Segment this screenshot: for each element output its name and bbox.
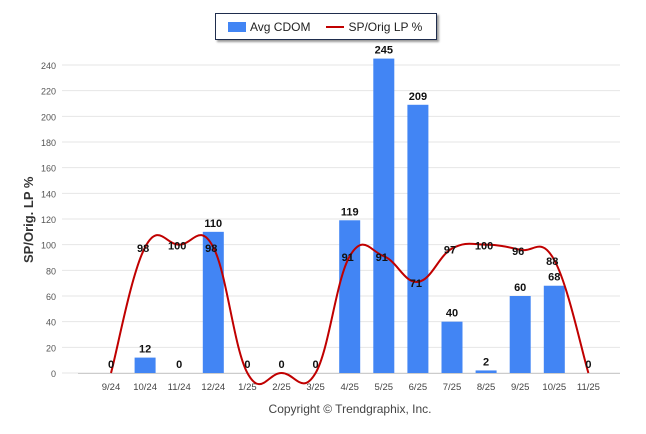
x-tick-label: 11/25: [577, 382, 600, 393]
y-tick-label: 120: [41, 215, 56, 225]
x-tick-label: 4/25: [340, 382, 359, 393]
y-tick-label: 20: [46, 343, 56, 353]
line-data-label: 98: [205, 243, 217, 255]
x-tick-label: 12/24: [201, 382, 225, 393]
x-tick-label: 3/25: [306, 382, 325, 393]
y-tick-label: 100: [41, 241, 56, 251]
y-tick-label: 40: [46, 318, 56, 328]
y-tick-label: 220: [41, 87, 56, 97]
x-tick-label: 5/25: [375, 382, 394, 393]
line-data-label: 91: [376, 252, 388, 264]
y-tick-label: 160: [41, 164, 56, 174]
line-data-label: 91: [342, 252, 354, 264]
bar: [373, 58, 395, 373]
bar-data-label: 245: [375, 45, 393, 57]
bar-data-label: 0: [313, 359, 319, 371]
bar: [134, 357, 156, 373]
x-tick-label: 10/24: [133, 382, 157, 393]
line-data-label: 100: [168, 241, 186, 253]
copyright-footer: Copyright © Trendgraphix, Inc.: [268, 402, 432, 416]
x-tick-label: 10/25: [542, 382, 566, 393]
bar-data-label: 0: [278, 359, 284, 371]
x-tick-label: 6/25: [409, 382, 428, 393]
y-tick-label: 80: [46, 266, 56, 276]
bar-data-label: 0: [244, 359, 250, 371]
line-data-label: 71: [410, 278, 422, 290]
line-data-label: 98: [137, 243, 149, 255]
line-data-label: 100: [475, 241, 493, 253]
y-tick-label: 240: [41, 61, 56, 71]
bar-data-label: 0: [176, 359, 182, 371]
bar-data-label: 40: [446, 308, 458, 320]
bar: [475, 370, 497, 373]
x-tick-label: 8/25: [477, 382, 496, 393]
line-series: [110, 234, 590, 386]
bar-data-label: 119: [341, 206, 359, 218]
line-data-label: 88: [546, 256, 558, 268]
bar-data-label: 209: [409, 91, 427, 103]
y-tick-label: 200: [41, 112, 56, 122]
line-data-label: 96: [512, 246, 524, 258]
x-tick-label: 9/24: [102, 382, 121, 393]
y-tick-label: 180: [41, 138, 56, 148]
bar-data-label: 2: [483, 356, 489, 368]
x-tick-label: 7/25: [443, 382, 462, 393]
y-tick-label: 60: [46, 292, 56, 302]
bar-data-label: 12: [139, 344, 151, 356]
x-tick-label: 9/25: [511, 382, 530, 393]
y-tick-label: 0: [51, 369, 56, 379]
x-tick-label: 2/25: [272, 382, 291, 393]
bar: [202, 231, 224, 373]
legend: Avg CDOM SP/Orig LP %: [215, 13, 437, 40]
line-data-label: 97: [444, 245, 456, 257]
legend-bar-swatch: [228, 21, 246, 32]
x-tick-label: 11/24: [168, 382, 191, 393]
bar: [407, 104, 429, 374]
y-axis-label: SP/Orig. LP %: [21, 176, 36, 264]
bar-data-label: 68: [548, 272, 560, 284]
bar-data-label: 0: [585, 359, 591, 371]
bar-data-label: 60: [514, 282, 526, 294]
x-tick-label: 1/25: [238, 382, 257, 393]
bar: [339, 220, 361, 373]
y-tick-label: 140: [41, 189, 56, 199]
bar-data-label: 0: [108, 359, 114, 371]
legend-line-swatch: [326, 25, 345, 28]
bar: [543, 285, 565, 373]
legend-label-bar: Avg CDOM: [250, 19, 311, 34]
bar-data-label: 110: [204, 218, 222, 230]
bar: [441, 321, 463, 373]
bar: [509, 296, 531, 373]
legend-label-line: SP/Orig LP %: [348, 19, 423, 34]
